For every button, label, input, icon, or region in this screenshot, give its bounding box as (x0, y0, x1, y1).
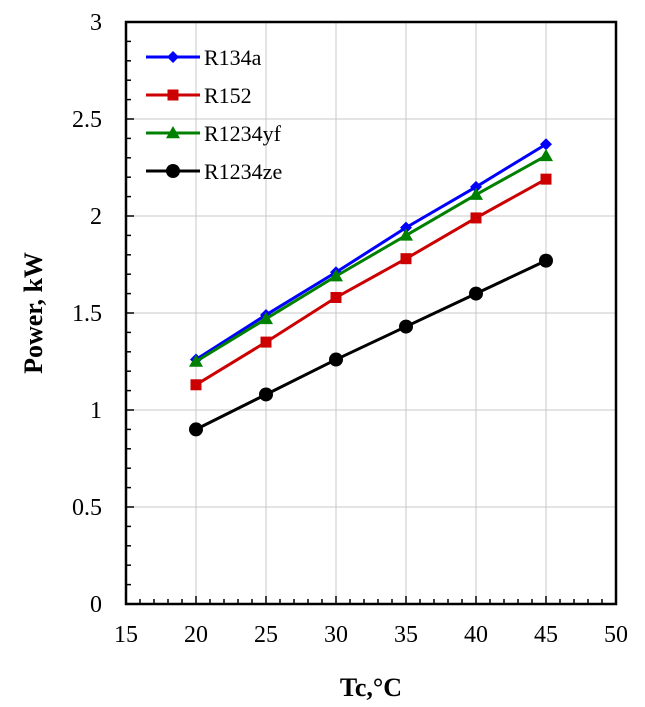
x-tick-label: 15 (114, 622, 138, 648)
legend-marker-r134a (167, 51, 179, 63)
legend-label-r152: R152 (204, 83, 252, 108)
legend-label-r1234ze: R1234ze (204, 159, 282, 184)
series-line-r152 (195, 177, 547, 387)
y-tick-label: 1.5 (72, 301, 102, 327)
x-tick-label: 45 (534, 622, 558, 648)
data-point-r152 (540, 173, 552, 185)
legend-marker-r152 (167, 89, 179, 101)
y-tick-label: 0.5 (72, 495, 102, 521)
y-axis-title: Power, kW (19, 252, 48, 374)
data-point-r1234yf (259, 311, 273, 325)
x-tick-label: 50 (604, 622, 628, 648)
data-point-r152 (260, 336, 272, 348)
data-point-r1234ze (399, 319, 413, 334)
plot-frame (124, 20, 618, 606)
data-point-r1234ze (539, 253, 553, 268)
series-line-r1234yf (195, 154, 547, 363)
data-point-r152 (330, 291, 342, 303)
y-tick-label: 2 (90, 204, 102, 230)
legend-label-r134a: R134a (204, 45, 262, 70)
data-point-r1234yf (189, 354, 203, 367)
data-point-r1234ze (259, 387, 273, 402)
y-tick-label: 2.5 (72, 107, 102, 133)
data-point-r134a (400, 221, 412, 234)
x-tick-label: 35 (394, 622, 418, 648)
data-point-r1234ze (189, 422, 203, 437)
data-point-r134a (470, 180, 482, 193)
y-tick-label: 3 (90, 10, 102, 36)
series-line-r1234ze (195, 259, 547, 431)
legend-label-r1234yf: R1234yf (204, 121, 282, 146)
legend-marker-r1234ze (166, 164, 180, 178)
x-tick-label: 20 (184, 622, 208, 648)
data-point-r1234yf (469, 187, 483, 200)
data-point-r1234ze (329, 352, 343, 367)
data-point-r134a (540, 138, 552, 151)
data-point-r152 (190, 379, 202, 391)
data-point-r1234yf (329, 269, 343, 282)
data-point-r1234yf (539, 148, 553, 162)
data-point-r1234ze (469, 286, 483, 301)
x-tick-label: 30 (324, 622, 348, 648)
x-axis-title: Tc,°C (340, 673, 402, 702)
y-tick-label: 0 (90, 592, 102, 618)
series-line-r134a (195, 142, 547, 361)
x-tick-label: 25 (254, 622, 278, 648)
x-tick-label: 40 (464, 622, 488, 648)
y-tick-label: 1 (90, 398, 102, 424)
data-point-r152 (400, 253, 412, 265)
legend-marker-r1234yf (166, 126, 180, 139)
data-point-r1234yf (399, 228, 413, 241)
data-point-r152 (470, 212, 482, 224)
